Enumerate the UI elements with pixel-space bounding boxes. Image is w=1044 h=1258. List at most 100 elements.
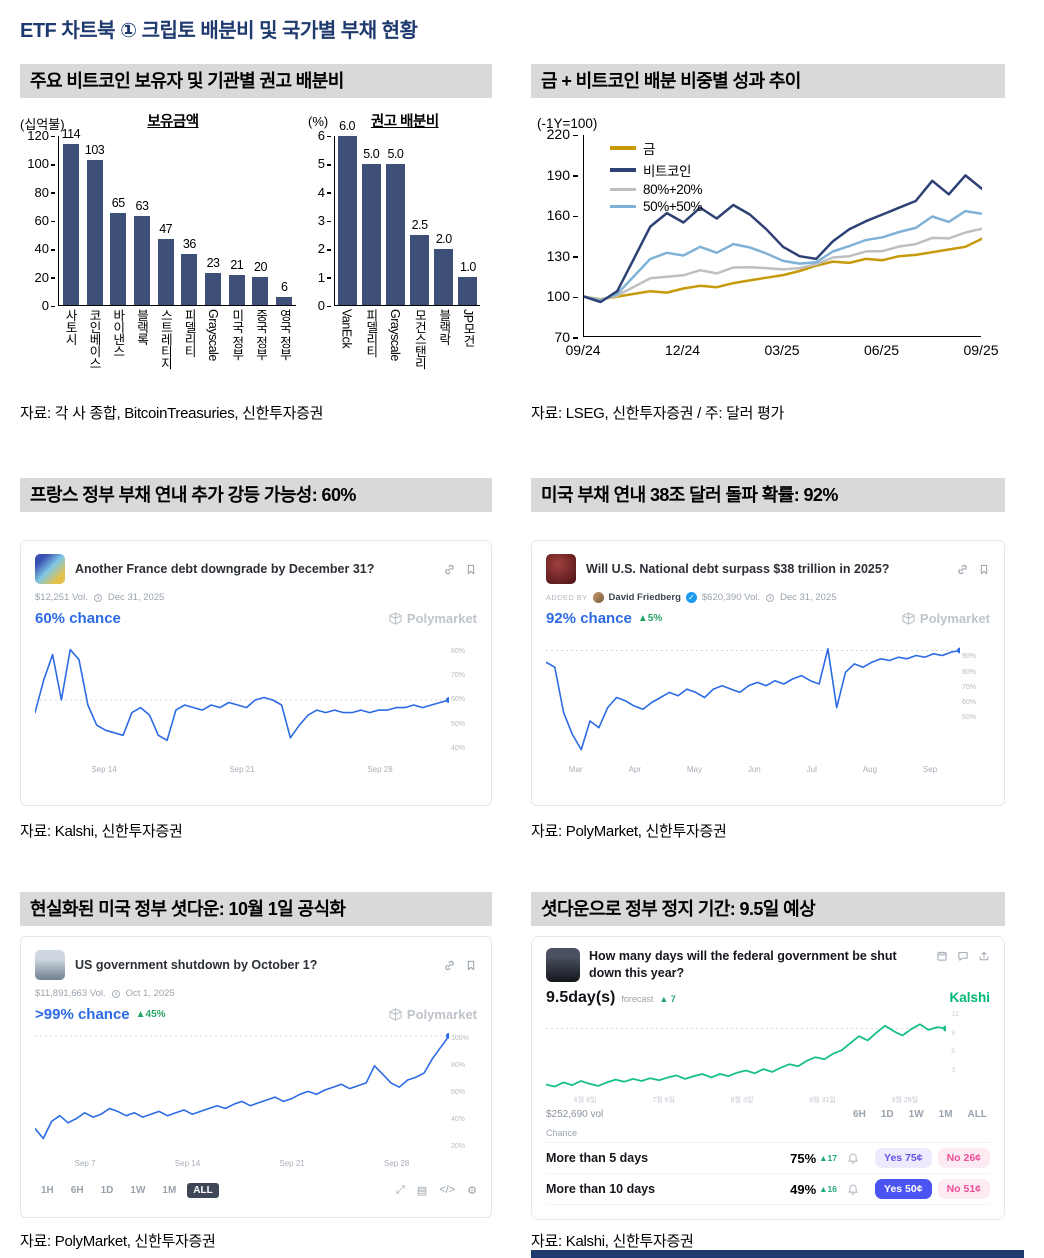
range-button-all[interactable]: ALL: [187, 1182, 219, 1198]
link-icon[interactable]: [956, 563, 969, 576]
embed-icon[interactable]: </>: [439, 1183, 456, 1196]
yes-button[interactable]: Yes 75¢: [875, 1148, 932, 1168]
bar-category-label: 중국 정부: [253, 309, 268, 360]
y-axis-labels: 80% 70% 60% 50% 40%: [451, 648, 475, 751]
bookmark-icon[interactable]: [465, 959, 477, 972]
y-tick-label: 130: [547, 248, 578, 264]
notes-icon[interactable]: ▤: [416, 1184, 428, 1197]
plot-area: 120 100 80 60 40 20 0 114 103 65 63 47 36 23 21 20 6: [27, 127, 296, 313]
bar: 5.0: [361, 147, 381, 305]
range-button-1w[interactable]: 1W: [130, 1184, 146, 1196]
panel-us-debt: 미국 부채 연내 38조 달러 돌파 확률: 92% Will U.S. Nat…: [531, 478, 1005, 841]
y-tick-label: 9: [951, 1029, 956, 1037]
legend-item: 80%+20%: [610, 182, 703, 197]
chart-title: 보유금액: [147, 114, 199, 130]
probability-chart: 90% 80% 70% 60% 50%: [545, 637, 976, 763]
polymarket-logo-icon: [902, 612, 915, 625]
bookmark-icon[interactable]: [465, 563, 477, 576]
bar-category-label: 스트레티지: [158, 309, 173, 369]
bar-slot: 6.0: [335, 119, 359, 305]
range-button-1d[interactable]: 1D: [100, 1184, 114, 1196]
bell-icon[interactable]: [847, 1183, 859, 1196]
range-button-1m[interactable]: 1M: [938, 1109, 953, 1120]
x-tick-label: Sep 14: [91, 765, 117, 774]
no-button[interactable]: No 26¢: [937, 1148, 990, 1168]
forecast-chart: 12 9 6 3: [545, 1011, 959, 1095]
yes-button[interactable]: Yes 50¢: [875, 1179, 932, 1199]
bar-slot: 114: [59, 127, 83, 305]
share-icon[interactable]: [978, 950, 990, 962]
x-tick-label: Jun: [747, 765, 761, 774]
settings-icon[interactable]: ⚙: [467, 1184, 477, 1197]
range-button-6h[interactable]: 6H: [853, 1109, 866, 1120]
bar: 6: [276, 280, 293, 305]
bar-category-label: 모건스탠리: [412, 309, 427, 369]
calendar-icon[interactable]: [936, 950, 948, 962]
x-axis-labels: 사토시 코인베이스 바이낸스 블랙록 스트레티지 피델리티 Grayscale 미국 정부 중국…: [58, 309, 296, 401]
link-icon[interactable]: [443, 563, 456, 576]
x-tick-label: May: [686, 765, 702, 774]
time-range-buttons: 1H 6H 1D 1W 1M ALL: [35, 1182, 224, 1198]
range-button-1w[interactable]: 1W: [908, 1109, 924, 1120]
x-axis-labels: Sep 14 Sep 21 Sep 28: [35, 765, 449, 778]
y-tick-label: 80%: [451, 648, 466, 656]
bars: 114 103 65 63 47 36 23 21 20 6: [59, 127, 296, 305]
bookmark-icon[interactable]: [978, 563, 990, 576]
clock-icon: [765, 593, 775, 603]
comment-icon[interactable]: [957, 950, 969, 962]
expand-icon[interactable]: ⤢: [396, 1183, 405, 1196]
y-tick-label: 6: [318, 128, 331, 143]
link-icon[interactable]: [443, 959, 456, 972]
market-title: Another France debt downgrade by Decembe…: [75, 561, 375, 576]
range-button-1h[interactable]: 1H: [41, 1184, 54, 1196]
time-range-buttons: 6H 1D 1W 1M ALL: [850, 1108, 990, 1121]
y-tick-label: 50%: [962, 714, 977, 722]
polymarket-card-france: Another France debt downgrade by Decembe…: [20, 540, 492, 806]
performance-lines: [584, 174, 982, 304]
bar-value-label: 6.0: [339, 119, 356, 133]
kalshi-logo: Kalshi: [949, 990, 990, 1005]
outcome-probability: 75%: [790, 1150, 817, 1166]
bar-value-label: 65: [111, 196, 125, 211]
y-tick-label: 20%: [451, 1142, 466, 1150]
bar: 36: [181, 237, 198, 305]
panel-performance: 금 + 비트코인 배분 비중별 성과 추이 (-1Y=100) 220 190 16…: [531, 64, 1005, 423]
polymarket-watermark: Polymarket: [902, 611, 990, 626]
chance-value: 92% chance: [546, 610, 632, 627]
range-button-6h[interactable]: 6H: [70, 1184, 84, 1196]
performance-line-chart: (-1Y=100) 220 190 160 130 100 70 금 비트코인 80%+20%…: [531, 110, 1005, 364]
x-tick-label: Sep 28: [367, 765, 393, 774]
bar-value-label: 1.0: [459, 259, 476, 274]
source-note: 자료: PolyMarket, 신한투자증권: [531, 823, 727, 840]
y-tick-label: 5: [318, 156, 331, 171]
legend: 금 비트코인 80%+20% 50%+50%: [610, 138, 703, 214]
no-button[interactable]: No 51¢: [937, 1179, 990, 1199]
range-button-1m[interactable]: 1M: [162, 1184, 177, 1196]
author-avatar: [592, 592, 604, 603]
polymarket-wordmark: Polymarket: [406, 611, 477, 626]
y-tick-label: 90%: [962, 653, 977, 661]
bar: 63: [133, 199, 150, 305]
polymarket-card-shutdown: US government shutdown by October 1? $11…: [20, 936, 492, 1218]
range-button-1d[interactable]: 1D: [880, 1109, 894, 1120]
x-tick-label: 7월 6일: [652, 1097, 675, 1104]
y-axis-labels: 12 9 6 3: [951, 1011, 959, 1074]
x-axis-labels: VanEck 피델리티 Grayscale 모건스탠리 블랙락 JP모건: [334, 309, 480, 401]
bar: 23: [205, 256, 222, 305]
bar-slot: 36: [178, 136, 202, 305]
bar-slot: 1.0: [456, 136, 480, 305]
range-button-all[interactable]: ALL: [967, 1109, 987, 1120]
bar-slot: 103: [83, 136, 107, 305]
x-tick-label: Sep: [922, 765, 938, 774]
x-tick-label: 6월 8일: [573, 1097, 597, 1104]
panel-shutdown: 현실화된 미국 정부 셧다운: 10월 1일 공식화 US government…: [20, 892, 492, 1251]
bar-category-label: 블랙록: [134, 309, 149, 345]
bell-icon[interactable]: [847, 1152, 859, 1165]
plot-area: 220 190 160 130 100 70 금 비트코인 80%+20% 50%+50%: [547, 126, 982, 345]
bar-category-label: Grayscale: [388, 309, 403, 361]
chart-title: 권고 배분비: [370, 114, 439, 130]
bar-value-label: 47: [159, 221, 173, 236]
panel-shutdown-header: 현실화된 미국 정부 셧다운: 10월 1일 공식화: [20, 892, 492, 926]
y-axis-labels: 90% 80% 70% 60% 50%: [962, 653, 986, 721]
market-volume: $620,390 Vol.: [701, 592, 760, 603]
